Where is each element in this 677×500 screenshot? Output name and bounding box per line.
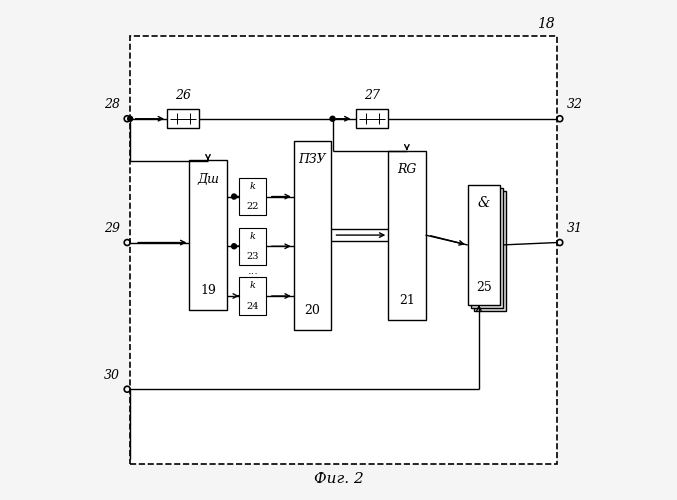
Circle shape: [232, 194, 236, 199]
Circle shape: [330, 116, 335, 121]
Bar: [294, 140, 331, 330]
Text: 31: 31: [567, 222, 583, 235]
Bar: [167, 110, 199, 128]
Text: 29: 29: [104, 222, 120, 235]
Text: k: k: [250, 232, 256, 240]
Text: 23: 23: [246, 252, 259, 261]
Text: 22: 22: [246, 202, 259, 211]
Text: 25: 25: [476, 281, 492, 294]
Bar: [190, 160, 227, 310]
Bar: [239, 228, 267, 265]
Bar: [474, 192, 506, 310]
Text: 18: 18: [537, 17, 554, 31]
Bar: [388, 150, 426, 320]
Bar: [130, 36, 557, 464]
Text: 32: 32: [567, 98, 583, 112]
Text: k: k: [250, 182, 256, 191]
Text: ...: ...: [247, 266, 258, 276]
Text: k: k: [250, 282, 256, 290]
Text: Дш: Дш: [197, 173, 219, 186]
Text: 28: 28: [104, 98, 120, 112]
Circle shape: [128, 116, 133, 121]
Text: ПЗУ: ПЗУ: [299, 153, 326, 166]
Bar: [239, 178, 267, 215]
Text: 30: 30: [104, 369, 120, 382]
Text: &: &: [478, 196, 490, 210]
Text: Фиг. 2: Фиг. 2: [313, 472, 364, 486]
Circle shape: [232, 244, 236, 249]
Bar: [356, 110, 388, 128]
Text: 21: 21: [399, 294, 415, 307]
Text: 20: 20: [305, 304, 320, 317]
Text: 26: 26: [175, 89, 191, 102]
Bar: [471, 188, 503, 308]
Text: 19: 19: [200, 284, 216, 297]
Bar: [468, 186, 500, 304]
Text: 27: 27: [364, 89, 380, 102]
Text: 24: 24: [246, 302, 259, 310]
Text: RG: RG: [397, 163, 416, 176]
Bar: [239, 278, 267, 314]
